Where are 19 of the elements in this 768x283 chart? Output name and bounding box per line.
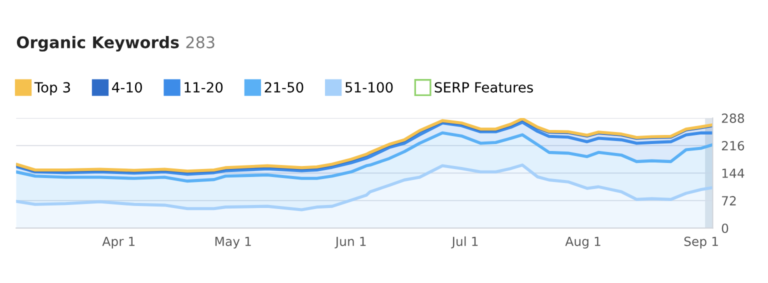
- y-tick-label: 216: [722, 141, 744, 150]
- y-tick-label: 0: [722, 224, 728, 234]
- chart-subtitle: 283: [186, 36, 214, 48]
- x-tick-label: Jun 1: [334, 236, 366, 248]
- chart-title: Organic Keywords: [16, 36, 179, 52]
- x-tick-label: Apr 1: [102, 236, 135, 249]
- legend-label: 51-100: [346, 82, 393, 93]
- y-tick-label: 288: [722, 113, 744, 123]
- x-tick-label: Sep 1: [684, 236, 718, 249]
- legend-label: 4-10: [112, 82, 142, 93]
- legend-label: 21-50: [264, 82, 304, 93]
- y-tick-label: 72: [722, 196, 736, 206]
- x-tick-label: May 1: [215, 236, 251, 249]
- x-tick-label: Jul 1: [451, 236, 478, 248]
- legend-label: 11-20: [184, 82, 223, 93]
- legend-label: Top 3: [34, 82, 70, 96]
- legend-label: SERP Features: [434, 82, 533, 93]
- y-tick-label: 144: [722, 168, 744, 178]
- x-tick-label: Aug 1: [565, 236, 600, 249]
